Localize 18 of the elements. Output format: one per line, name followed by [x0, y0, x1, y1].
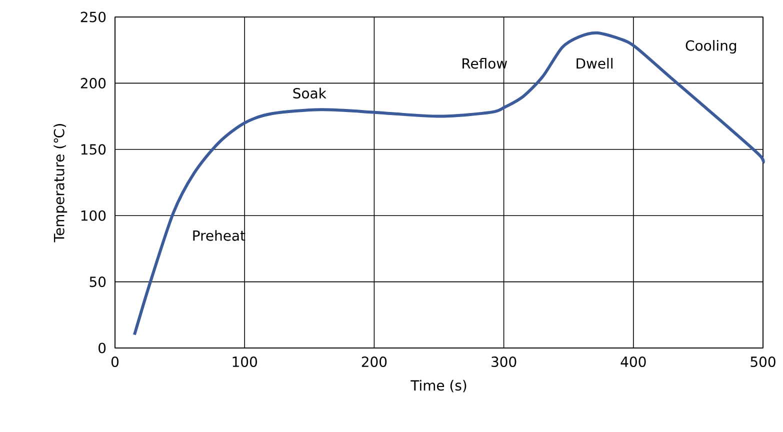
x-tick-label: 500: [750, 356, 776, 368]
y-tick-label: 50: [90, 276, 106, 288]
y-tick-label: 100: [81, 210, 106, 221]
y-tick-label: 150: [81, 144, 106, 155]
y-axis-title: Temperature (℃): [54, 124, 68, 242]
x-tick-label: 400: [620, 356, 646, 368]
x-tick-label: 100: [232, 356, 257, 368]
annotation: Soak: [293, 88, 326, 99]
annotation: Dwell: [576, 58, 612, 69]
y-tick-label: 0: [98, 342, 106, 354]
x-axis-title: Time (s): [410, 380, 466, 392]
x-tick-label: 200: [362, 356, 387, 368]
line-series: [132, 31, 765, 336]
y-tick-label: 250: [80, 12, 106, 22]
x-tick-label: 0: [111, 356, 119, 368]
x-tick-label: 300: [492, 356, 516, 368]
annotation: Cooling: [686, 40, 736, 54]
y-tick-label: 200: [80, 78, 106, 88]
